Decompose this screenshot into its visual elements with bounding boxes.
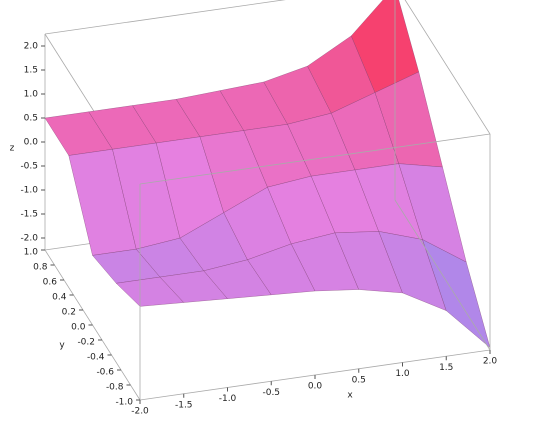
y-tick-label: -0.8 — [106, 383, 124, 393]
x-tick-label: -1.0 — [219, 394, 237, 404]
y-tick-label: -0.4 — [87, 353, 105, 363]
z-tick-label: -2.0 — [20, 234, 38, 244]
x-tick-label: 0.0 — [308, 382, 323, 392]
x-tick-label: 0.5 — [352, 375, 366, 385]
y-tick-label: -1.0 — [115, 398, 133, 408]
z-tick-label: -1.5 — [20, 210, 38, 220]
x-tick-label: -0.5 — [262, 388, 280, 398]
box-edge — [139, 133, 491, 185]
z-tick-label: 1.0 — [24, 90, 39, 100]
x-axis-label: x — [347, 391, 353, 401]
z-axis-label: z — [10, 144, 15, 154]
y-tick-label: 0.2 — [62, 308, 76, 318]
box-edge — [394, 199, 491, 351]
x-tick-label: 1.0 — [395, 369, 410, 379]
box-edge — [404, 0, 491, 135]
y-tick-label: -0.6 — [96, 368, 114, 378]
y-tick-label: 1.0 — [24, 248, 39, 258]
z-tick-label: 0.0 — [24, 138, 39, 148]
y-axis-label: y — [59, 341, 65, 351]
box-edge — [44, 0, 286, 35]
z-tick-label: 1.5 — [24, 66, 38, 76]
z-tick-label: -1.0 — [20, 186, 38, 196]
x-tick-label: 2.0 — [483, 357, 498, 367]
y-tick-label: -0.2 — [77, 338, 95, 348]
z-tick-label: -0.5 — [20, 162, 38, 172]
z-tick-label: 0.5 — [24, 114, 38, 124]
x-tick-label: -1.5 — [175, 400, 193, 410]
y-tick-label: 0.0 — [71, 323, 86, 333]
z-tick-label: 2.0 — [24, 42, 39, 52]
x-tick-label: 1.5 — [439, 363, 453, 373]
y-tick-label: 0.4 — [52, 293, 67, 303]
x-tick-label: -2.0 — [131, 407, 149, 417]
y-tick-label: 0.6 — [43, 278, 58, 288]
y-tick-label: 0.8 — [33, 263, 48, 273]
